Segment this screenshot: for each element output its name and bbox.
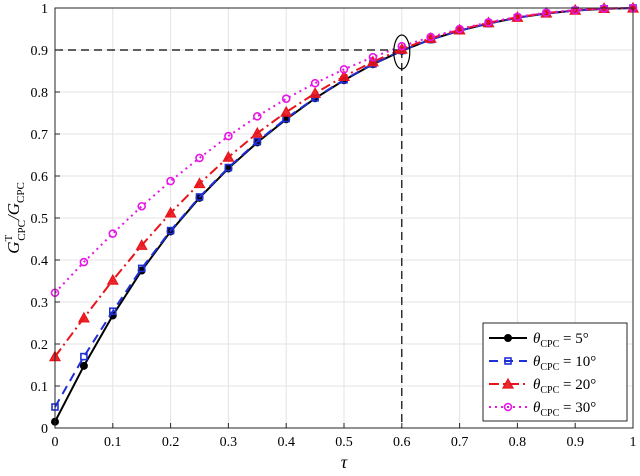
legend-symbol: θ <box>533 331 541 347</box>
data-point <box>252 112 262 121</box>
axis-ticks: 0 0.1 0.2 0.3 0.4 0.5 0.6 0.7 0.8 0.9 1 0 0.1 0.2 0.3 0… <box>31 2 637 450</box>
data-point <box>310 78 320 88</box>
data-point <box>426 32 436 42</box>
y-tick-label: 0.3 <box>31 296 49 311</box>
legend-label: θCPC = 10° <box>533 354 596 373</box>
x-tick-label: 0.8 <box>509 435 527 450</box>
data-point <box>504 334 512 342</box>
y-axis-label: GTCPC/GCPC <box>3 182 28 254</box>
y-tick-label: 1 <box>41 2 48 17</box>
legend-subscript: CPC <box>540 408 559 419</box>
data-point <box>224 163 233 172</box>
data-point <box>397 41 407 51</box>
data-point <box>79 257 89 267</box>
data-point <box>484 17 493 27</box>
x-tick-label: 0.3 <box>220 435 238 450</box>
legend-value: = 10° <box>559 354 596 370</box>
x-tick-label: 0.7 <box>451 435 469 450</box>
y-label-main: G <box>4 242 23 254</box>
x-axis-label: τ <box>341 452 348 472</box>
data-point <box>195 153 204 163</box>
y-tick-label: 0 <box>41 422 48 437</box>
data-point <box>137 264 146 273</box>
data-point <box>504 357 512 365</box>
y-tick-label: 0.7 <box>31 128 49 143</box>
y-tick-label: 0.4 <box>31 254 49 269</box>
legend-subscript: CPC <box>540 339 559 350</box>
data-point <box>280 105 293 117</box>
series-layer <box>48 1 640 426</box>
series-line <box>54 7 634 294</box>
data-point <box>108 229 118 238</box>
data-point <box>281 94 291 104</box>
legend-symbol: θ <box>533 377 541 393</box>
x-tick-label: 0.4 <box>277 435 295 450</box>
legend-subscript: CPC <box>540 362 559 373</box>
data-point <box>137 201 146 211</box>
data-point <box>164 206 177 218</box>
x-tick-label: 0 <box>52 435 59 450</box>
data-point <box>251 126 264 138</box>
y-label-sup: T <box>3 235 15 242</box>
legend-value: = 20° <box>559 377 596 393</box>
legend-subscript: CPC <box>540 385 559 396</box>
data-point <box>541 8 551 17</box>
data-point <box>222 150 235 162</box>
y-tick-label: 0.5 <box>31 212 49 227</box>
data-point <box>166 226 175 235</box>
data-point <box>337 70 351 82</box>
legend-entry: θCPC = 5° <box>489 331 589 350</box>
legend-entry: θCPC = 30° <box>489 400 596 419</box>
data-point <box>166 176 175 186</box>
data-point <box>193 177 206 189</box>
x-tick-label: 0.6 <box>393 435 411 450</box>
x-tick-label: 0.9 <box>566 435 584 450</box>
legend-entry: θCPC = 20° <box>489 377 596 396</box>
x-tick-label: 1 <box>630 435 637 450</box>
y-label-sub2: CPC <box>15 182 27 203</box>
data-point <box>109 307 117 316</box>
data-point <box>195 193 204 201</box>
legend-entry: θCPC = 10° <box>489 354 596 373</box>
data-point <box>224 131 233 141</box>
data-point <box>339 65 349 74</box>
annotation-ellipse <box>393 34 411 70</box>
legend-value: = 30° <box>559 400 596 416</box>
data-point <box>77 311 90 323</box>
y-tick-label: 0.9 <box>31 44 49 59</box>
y-tick-label: 0.6 <box>31 170 49 185</box>
data-point <box>106 273 119 285</box>
data-point <box>253 137 262 146</box>
data-point <box>368 52 378 62</box>
legend-symbol: θ <box>533 400 541 416</box>
annotation-guides <box>55 49 403 428</box>
data-point <box>570 5 580 15</box>
y-tick-label: 0.2 <box>31 338 49 353</box>
legend-symbol: θ <box>533 354 541 370</box>
y-tick-label: 0.1 <box>31 380 49 395</box>
y-label-slash: /G <box>4 203 23 221</box>
data-point <box>501 377 515 389</box>
data-point <box>80 352 88 361</box>
x-tick-label: 0.2 <box>162 435 180 450</box>
data-point <box>79 361 88 370</box>
legend-label: θCPC = 20° <box>533 377 596 396</box>
x-tick-label: 0.5 <box>335 435 353 450</box>
legend-label: θCPC = 30° <box>533 400 596 419</box>
x-tick-label: 0.1 <box>104 435 122 450</box>
data-point <box>503 402 513 412</box>
legend-label: θCPC = 5° <box>533 331 589 350</box>
y-label-sub1: CPC <box>16 220 28 241</box>
data-point <box>309 87 322 98</box>
svg-text:GTCPC/GCPC: GTCPC/GCPC <box>3 182 28 254</box>
data-point <box>513 12 522 22</box>
data-point <box>135 239 148 250</box>
data-point <box>455 24 464 34</box>
legend: θCPC = 5°θCPC = 10°θCPC = 20°θCPC = 30° <box>482 322 628 422</box>
legend-value: = 5° <box>559 331 588 347</box>
y-tick-label: 0.8 <box>31 86 49 101</box>
